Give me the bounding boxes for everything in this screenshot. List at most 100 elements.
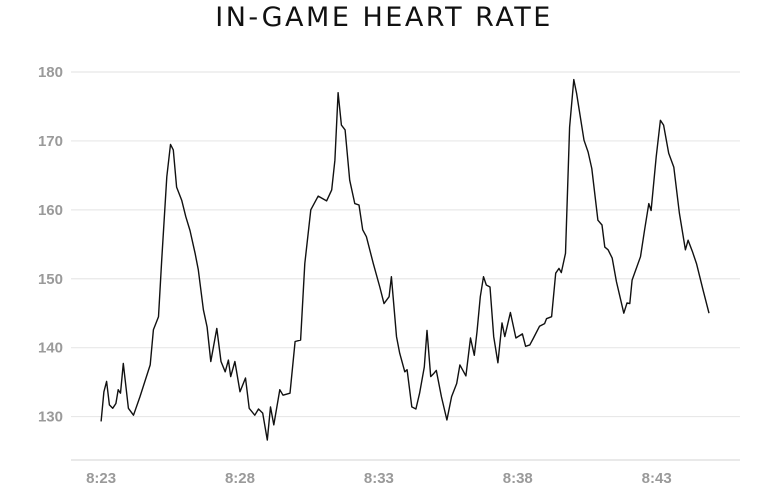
data-point — [539, 326, 540, 327]
data-point — [262, 413, 263, 414]
data-point — [612, 257, 613, 258]
data-point — [522, 333, 523, 334]
data-point — [663, 124, 664, 125]
series-group — [100, 78, 710, 441]
data-point — [480, 296, 481, 297]
data-point — [544, 323, 545, 324]
data-point — [273, 424, 274, 425]
data-point — [254, 415, 255, 416]
data-point — [166, 176, 167, 177]
heart-rate-line — [100, 78, 710, 441]
data-point — [396, 336, 397, 337]
data-point — [604, 246, 605, 247]
data-point — [334, 160, 335, 161]
data-point — [597, 220, 598, 221]
data-point — [245, 377, 246, 378]
data-point — [115, 403, 116, 404]
data-point — [349, 180, 350, 181]
data-point — [344, 129, 345, 130]
data-point — [270, 406, 271, 407]
data-point — [249, 408, 250, 409]
data-point — [383, 303, 384, 304]
data-point — [685, 249, 686, 250]
data-point — [326, 200, 327, 201]
data-point — [239, 391, 240, 392]
data-point — [441, 396, 442, 397]
data-point — [362, 229, 363, 230]
data-point — [161, 260, 162, 261]
data-point — [407, 369, 408, 370]
x-axis-ticks: 8:23 8:28 8:33 8:38 8:43 — [86, 470, 672, 487]
data-point — [430, 376, 431, 377]
data-point — [181, 200, 182, 201]
data-point — [341, 124, 342, 125]
data-point — [529, 344, 530, 345]
data-point — [565, 253, 566, 254]
data-point — [207, 326, 208, 327]
data-point — [203, 309, 204, 310]
data-point — [569, 127, 570, 128]
data-point — [576, 93, 577, 94]
data-point — [446, 419, 447, 420]
data-point — [338, 92, 339, 93]
data-point — [228, 359, 229, 360]
data-point — [100, 421, 101, 422]
data-point — [456, 383, 457, 384]
data-point — [558, 268, 559, 269]
data-point — [692, 251, 693, 252]
data-point — [185, 216, 186, 217]
data-point — [474, 355, 475, 356]
data-point — [583, 140, 584, 141]
data-point — [489, 286, 490, 287]
data-point — [651, 210, 652, 211]
data-point — [304, 263, 305, 264]
data-point — [170, 144, 171, 145]
data-point — [411, 406, 412, 407]
data-point — [688, 240, 689, 241]
data-point — [153, 329, 154, 330]
gridlines — [71, 71, 740, 461]
data-point — [216, 328, 217, 329]
y-tick-label: 130 — [38, 409, 63, 426]
data-point — [133, 415, 134, 416]
data-point — [504, 336, 505, 337]
data-point — [555, 273, 556, 274]
chart-title: IN-GAME HEART RATE — [215, 2, 553, 33]
data-point — [510, 312, 511, 313]
data-point — [106, 381, 107, 382]
data-point — [176, 187, 177, 188]
y-tick-label: 150 — [38, 271, 63, 288]
data-point — [515, 337, 516, 338]
data-point — [366, 236, 367, 237]
data-point — [629, 303, 630, 304]
data-point — [708, 313, 709, 314]
data-point — [289, 393, 290, 394]
data-point — [623, 313, 624, 314]
data-point — [300, 339, 301, 340]
data-point — [668, 153, 669, 154]
x-tick-label: 8:28 — [225, 470, 255, 487]
data-point — [451, 396, 452, 397]
data-point — [533, 337, 534, 338]
x-tick-label: 8:33 — [364, 470, 394, 487]
data-point — [220, 361, 221, 362]
data-point — [331, 189, 332, 190]
y-tick-label: 170 — [38, 133, 63, 150]
data-point — [424, 366, 425, 367]
data-point — [470, 337, 471, 338]
data-point — [258, 408, 259, 409]
data-point — [588, 151, 589, 152]
data-point — [476, 331, 477, 332]
data-point — [310, 209, 311, 210]
data-point — [679, 213, 680, 214]
data-point — [501, 322, 502, 323]
y-axis-ticks: 130 140 150 160 170 180 — [38, 64, 63, 426]
data-point — [198, 269, 199, 270]
data-point — [640, 256, 641, 257]
data-point — [139, 396, 140, 397]
data-point — [465, 375, 466, 376]
data-point — [118, 389, 119, 390]
data-point — [230, 376, 231, 377]
y-tick-label: 160 — [38, 202, 63, 219]
